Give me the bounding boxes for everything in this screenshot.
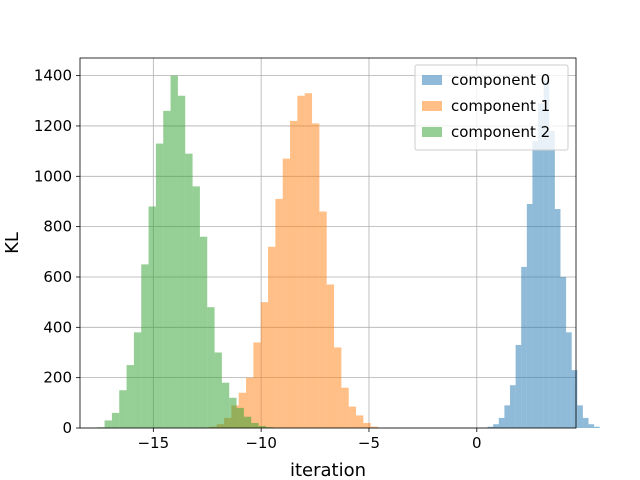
histogram-bar-series-2 <box>185 153 193 429</box>
legend-label: component 0 <box>451 71 550 89</box>
histogram-bar-series-0 <box>498 417 505 428</box>
legend-swatch <box>422 75 442 85</box>
histogram-bar-series-2 <box>251 422 259 428</box>
histogram-bar-series-0 <box>571 370 578 428</box>
histogram-bar-series-0 <box>543 80 550 428</box>
y-tick-label: 600 <box>43 268 72 286</box>
histogram-bar-series-0 <box>510 385 516 428</box>
histogram-bar-series-2 <box>111 412 120 428</box>
histogram-bar-series-0 <box>504 405 511 428</box>
x-tick-label: −10 <box>245 434 277 452</box>
x-axis-label: iteration <box>290 460 366 480</box>
histogram-bar-series-1 <box>312 123 320 429</box>
histogram-bar-series-2 <box>119 390 127 428</box>
x-tick-label: −5 <box>358 434 380 452</box>
histogram-bar-series-1 <box>268 246 276 428</box>
legend-label: component 2 <box>451 123 550 141</box>
histogram-bar-series-0 <box>532 141 539 428</box>
histogram-bar-series-1 <box>260 302 269 428</box>
histogram-bar-series-0 <box>526 203 533 428</box>
histogram-bar-series-2 <box>141 264 149 428</box>
histogram-bar-series-0 <box>538 103 544 428</box>
legend-swatch <box>422 101 442 111</box>
histogram-bar-series-1 <box>246 377 254 428</box>
legend-swatch <box>422 127 442 137</box>
legend: component 0 component 1 component 2 <box>414 64 569 151</box>
histogram-bar-series-1 <box>370 426 379 428</box>
histogram-bar-series-0 <box>515 344 522 428</box>
histogram-bar-series-1 <box>304 93 313 428</box>
histogram-bar-series-1 <box>282 158 291 428</box>
y-tick-label: 200 <box>43 369 72 387</box>
histogram-bar-series-1 <box>348 406 357 428</box>
y-axis-label: KL <box>2 232 23 254</box>
histogram-bar-series-0 <box>521 266 527 428</box>
histogram-bar-series-0 <box>566 332 572 428</box>
histogram-bar-series-0 <box>493 424 499 428</box>
histogram-bar-series-1 <box>326 284 335 428</box>
histogram-bar-series-2 <box>104 420 112 428</box>
y-tick-label: 1400 <box>34 67 72 85</box>
y-tick-label: 1000 <box>34 167 72 185</box>
histogram-bar-series-2 <box>192 186 200 428</box>
histogram-bar-series-1 <box>356 415 364 428</box>
histogram-bar-series-1 <box>297 95 305 429</box>
histogram-bar-series-1 <box>341 387 349 428</box>
histogram-bar-series-0 <box>549 130 555 428</box>
histogram-bar-series-0 <box>577 405 583 428</box>
histogram-bar-series-2 <box>170 75 178 428</box>
histogram-bar-series-2 <box>155 143 164 428</box>
x-tick-label: −15 <box>137 434 169 452</box>
histogram-bar-series-0 <box>582 417 589 428</box>
histogram-bar-series-2 <box>163 110 171 428</box>
histogram-bar-series-2 <box>214 352 222 428</box>
histogram-bar-series-0 <box>487 426 494 428</box>
histogram-bar-series-1 <box>253 342 261 428</box>
legend-label: component 1 <box>451 97 550 115</box>
histogram-bar-series-2 <box>236 407 244 428</box>
histogram-bar-series-2 <box>126 365 134 428</box>
histogram-bar-series-2 <box>199 236 208 428</box>
histogram-bar-series-1 <box>363 422 371 428</box>
histogram-bar-series-2 <box>243 416 252 428</box>
histogram-bar-series-2 <box>229 397 237 428</box>
histogram-bar-series-0 <box>588 424 595 428</box>
histogram-bar-series-0 <box>594 426 600 428</box>
y-tick-label: 0 <box>62 419 72 437</box>
histogram-bar-series-1 <box>275 198 283 428</box>
plot-frame <box>79 57 577 429</box>
y-tick-label: 400 <box>43 318 72 336</box>
histogram-bar-series-1 <box>334 347 342 428</box>
legend-box <box>414 64 569 151</box>
histogram-bar-series-2 <box>207 307 215 428</box>
x-tick-label: 0 <box>472 434 482 452</box>
histogram-bar-series-1 <box>290 120 298 428</box>
y-tick-label: 800 <box>43 218 72 236</box>
y-tick-label: 1200 <box>34 117 72 135</box>
histogram-bar-series-2 <box>177 95 186 429</box>
histogram-bar-series-0 <box>554 209 561 428</box>
histogram-bar-series-2 <box>221 382 230 428</box>
histogram-bars <box>97 75 600 429</box>
histogram-bar-series-2 <box>148 206 156 428</box>
histogram-bar-series-1 <box>319 211 327 428</box>
axis-ticks: −15 −10 −5 0 0 200 400 600 800 1000 1200 1400 <box>34 67 482 452</box>
histogram-bar-series-2 <box>133 332 142 428</box>
histogram-bar-series-0 <box>560 276 567 428</box>
histogram-bar-series-2 <box>258 425 266 428</box>
